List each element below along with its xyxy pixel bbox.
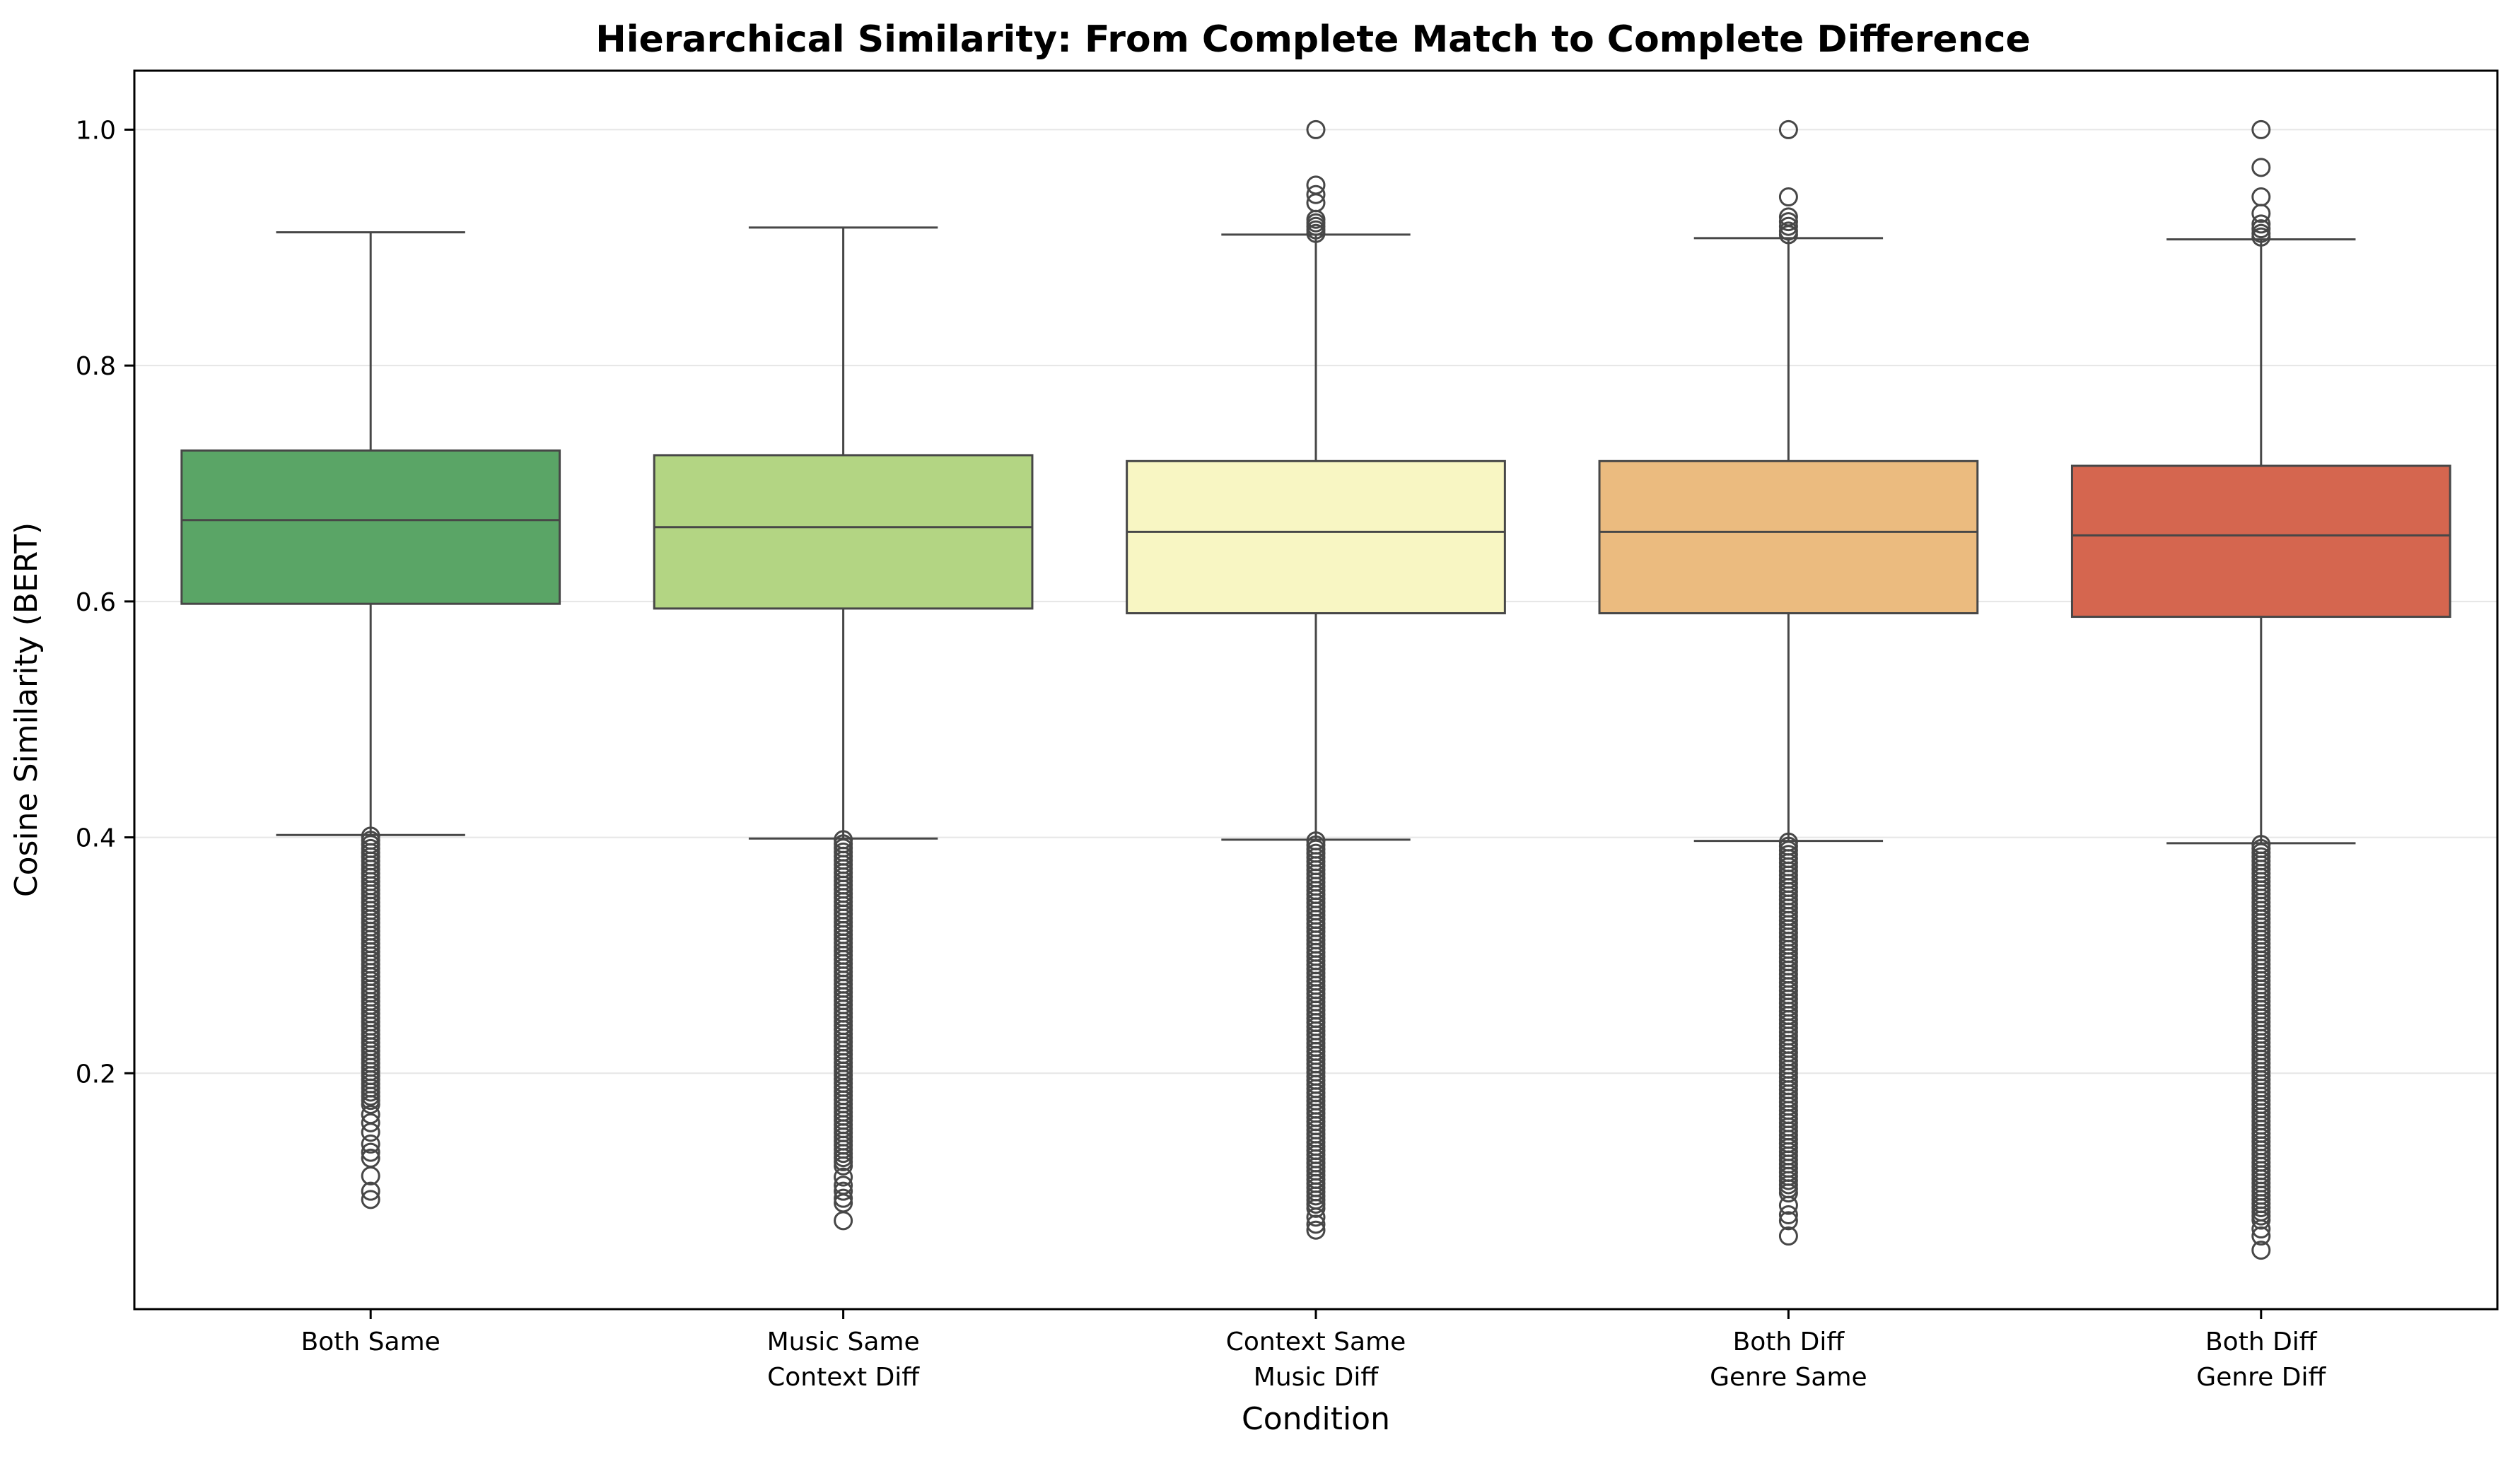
outlier-point [1306,1214,1326,1234]
outlier-point [1778,1183,1798,1203]
box-layer [180,119,2451,1260]
outlier-point [1778,1211,1798,1231]
outlier-point [2251,187,2271,207]
outlier-point [361,1142,380,1162]
outlier-point [834,1176,853,1195]
x-tick-label: Both Diff [2205,1328,2318,1357]
x-tick-label: Genre Same [1710,1363,1867,1392]
outlier-point [1778,1195,1798,1215]
outlier-point [361,1134,380,1154]
chart-title: Hierarchical Similarity: From Complete M… [595,18,2031,61]
outlier-point [1778,187,1798,207]
outlier-point [2251,219,2271,239]
y-axis-label: Cosine Similarity (BERT) [8,522,45,897]
outlier-point [1306,1220,1326,1240]
x-axis-label: Condition [1242,1401,1390,1437]
box-group [1598,119,1979,1246]
box-group [1126,119,1506,1240]
x-tick-label: Music Same [767,1328,920,1357]
x-tick-label: Both Same [301,1328,441,1357]
box-group [2070,119,2451,1260]
outlier-point [361,1181,380,1201]
x-tick-label: Context Same [1226,1328,1406,1357]
outlier-point [2251,1226,2271,1246]
outlier-point [1778,119,1798,139]
x-tick-label: Music Diff [1254,1363,1379,1392]
box-iqr [180,449,561,605]
y-tick-label: 0.4 [76,824,116,853]
outlier-point [1778,1226,1798,1246]
outlier-point [361,1190,380,1209]
box-group [653,226,1034,1231]
outlier-point [1778,207,1798,227]
box-group [180,231,561,1209]
outlier-point [1306,175,1326,195]
y-tick-label: 0.2 [76,1060,116,1089]
outlier-point [2251,1219,2271,1239]
outlier-point [834,1156,853,1176]
y-tick-label: 0.8 [76,352,116,381]
outlier-point [361,1095,380,1115]
box-iqr [2070,464,2451,619]
box-iqr [653,454,1034,610]
outlier-point [834,1167,853,1187]
outlier-point [1778,221,1798,241]
outlier-point [1306,119,1326,139]
outlier-point [2251,223,2271,243]
box-iqr [1598,459,1979,615]
outlier-point [1306,184,1326,204]
outlier-point [361,1105,380,1125]
box-iqr [1126,459,1506,615]
outlier-point [2251,214,2271,234]
outlier-point [361,1113,380,1132]
outlier-point [1778,212,1798,232]
outlier-point [2251,158,2271,177]
y-tick-label: 1.0 [76,116,116,145]
outlier-point [1306,1207,1326,1227]
axis-layer: 0.2 0.4 0.6 0.8 1.0 Both Same Music Same Contex… [76,69,2499,1392]
outlier-point [2251,1241,2271,1260]
outlier-point [834,1181,853,1201]
outlier-point [361,1148,380,1168]
x-tick-label: Genre Diff [2196,1363,2326,1392]
outlier-point [1778,216,1798,236]
outlier-point [2251,119,2271,139]
outlier-point [1778,1205,1798,1225]
y-tick-label: 0.6 [76,588,116,617]
outlier-point [834,1188,853,1208]
x-tick-label: Context Diff [767,1363,920,1392]
x-tick-label: Both Diff [1733,1328,1845,1357]
